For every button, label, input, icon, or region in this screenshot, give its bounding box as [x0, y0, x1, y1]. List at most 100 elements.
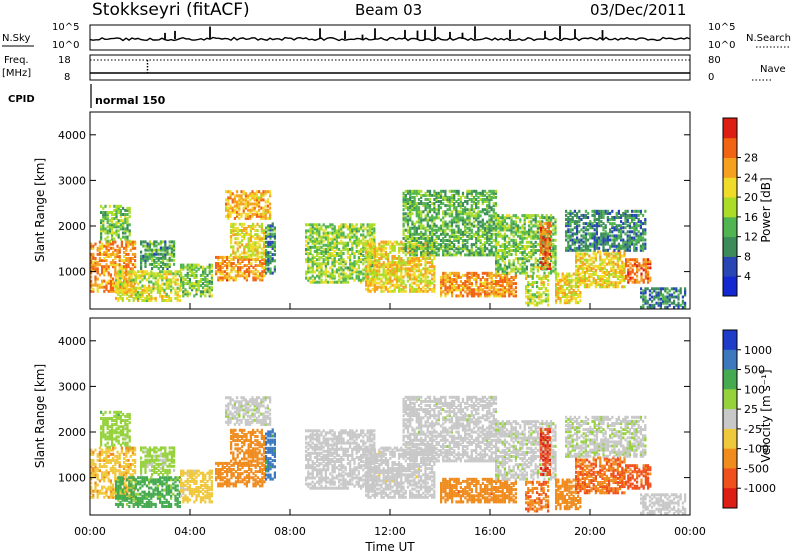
power-cell: [365, 242, 368, 246]
power-cell: [238, 241, 241, 245]
power-cell: [122, 223, 125, 227]
power-cell: [579, 252, 582, 256]
power-cell: [451, 290, 454, 294]
power-cell: [252, 276, 255, 280]
power-cell: [176, 296, 179, 300]
power-cell: [108, 223, 111, 227]
power-cell: [307, 268, 310, 272]
power-cell: [559, 301, 562, 305]
power-cell: [357, 229, 360, 233]
power-cell: [521, 257, 524, 261]
power-cell: [152, 276, 155, 280]
power-cell: [229, 210, 232, 214]
power-cell: [554, 261, 557, 265]
power-cell: [583, 279, 586, 283]
power-cell: [166, 248, 169, 252]
power-cell: [444, 222, 447, 226]
power-cell: [621, 266, 624, 270]
power-cell: [387, 271, 390, 275]
power-cell: [424, 289, 427, 293]
power-cell: [239, 274, 242, 278]
power-cell: [269, 216, 272, 220]
power-cell: [406, 202, 410, 206]
power-cell: [128, 282, 131, 286]
power-cell: [324, 247, 327, 251]
power-cell: [168, 256, 171, 260]
power-cell: [546, 230, 549, 234]
power-cell: [450, 253, 454, 257]
power-cell: [365, 269, 368, 273]
power-cell: [409, 273, 412, 277]
power-cell: [266, 208, 269, 212]
power-cell: [546, 265, 549, 268]
power-cell: [446, 288, 449, 292]
power-cell: [128, 215, 131, 219]
power-cell: [400, 246, 403, 250]
power-cell: [92, 287, 95, 291]
power-cell: [152, 288, 155, 292]
power-cell: [492, 222, 495, 226]
power-cell: [225, 214, 228, 218]
power-cell: [428, 252, 431, 256]
power-cell: [172, 280, 175, 284]
power-cell: [470, 253, 473, 257]
power-cell: [273, 232, 276, 236]
power-cell: [444, 249, 447, 253]
power-cell: [455, 288, 458, 292]
power-cell: [541, 247, 544, 250]
power-cell: [415, 269, 418, 273]
power-cell: [409, 249, 412, 253]
power-cell: [550, 269, 553, 273]
power-cell: [484, 284, 487, 288]
power-cell: [534, 214, 537, 218]
power-cell: [481, 210, 484, 214]
power-cell: [148, 262, 151, 266]
power-cell: [338, 274, 341, 278]
power-cell: [360, 280, 363, 284]
power-cell: [538, 293, 541, 297]
power-cell: [470, 228, 473, 232]
power-cell: [417, 212, 421, 216]
power-cell: [492, 280, 495, 283]
power-cell: [466, 253, 469, 257]
power-cell: [594, 279, 597, 283]
power-cell: [530, 251, 533, 255]
power-cell: [161, 276, 164, 280]
cpid-value: normal 150: [95, 94, 166, 107]
power-cell: [512, 261, 515, 265]
power-cell: [468, 228, 471, 232]
power-cell: [104, 204, 107, 208]
power-cell: [119, 274, 122, 278]
power-cell: [552, 222, 555, 226]
power-cell: [378, 285, 381, 289]
power-cell: [173, 246, 176, 250]
power-cell: [307, 256, 310, 260]
power-cell: [450, 193, 454, 197]
power-cell: [464, 282, 467, 286]
power-cell: [393, 246, 396, 250]
power-cell: [539, 216, 542, 220]
power-cell: [241, 222, 244, 226]
power-cell: [260, 247, 263, 251]
power-cell: [115, 274, 118, 278]
power-cell: [475, 271, 478, 275]
power-cell: [455, 275, 458, 279]
power-cell: [139, 274, 142, 278]
power-cell: [457, 286, 460, 290]
power-cell: [402, 232, 405, 236]
power-cell: [459, 290, 462, 294]
power-cell: [439, 189, 443, 193]
power-cell: [307, 235, 310, 239]
power-cell: [252, 278, 255, 282]
power-cell: [261, 276, 264, 280]
power-cell: [255, 204, 258, 208]
power-cell: [223, 255, 226, 259]
power-cell: [335, 235, 338, 239]
power-cell: [464, 230, 467, 234]
power-cell: [492, 216, 495, 220]
power-cell: [103, 257, 106, 260]
power-cell: [331, 268, 334, 272]
power-cell: [448, 220, 451, 224]
power-cell: [366, 272, 369, 276]
power-cell: [333, 280, 336, 284]
